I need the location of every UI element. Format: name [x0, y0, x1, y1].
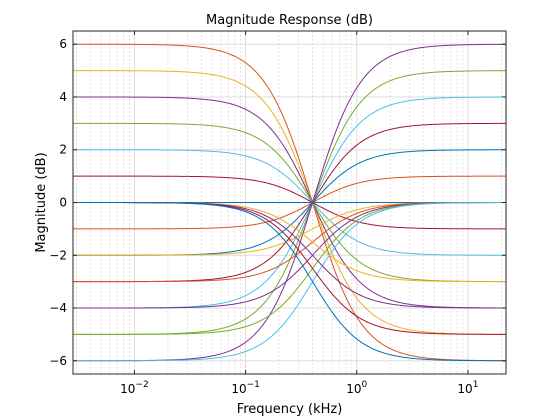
y-tick-label: 2 [59, 143, 67, 157]
response-curve [73, 175, 506, 230]
y-tick-label: 0 [59, 196, 67, 210]
response-curve [73, 43, 506, 362]
y-tick-label: −4 [49, 301, 67, 315]
y-tick-label: 6 [59, 37, 67, 51]
y-tick-label: −6 [49, 354, 67, 368]
y-tick-label: −2 [49, 248, 67, 262]
response-curve [73, 149, 506, 256]
x-axis-label: Frequency (kHz) [237, 402, 343, 417]
response-curve [73, 96, 507, 309]
x-tick-label: 10−2 [120, 380, 149, 396]
y-axis-label: Magnitude (dB) [34, 152, 49, 252]
y-tick-label: 4 [59, 90, 67, 104]
response-curve [73, 70, 507, 335]
x-tick-label: 10−1 [231, 380, 260, 396]
response-curve [73, 202, 507, 362]
response-curve [73, 122, 506, 283]
x-tick-label: 100 [346, 380, 367, 396]
response-curve [73, 175, 506, 230]
response-curve [73, 202, 507, 362]
series-layer [73, 43, 507, 362]
tick-layer: −6 −4 −2 0 2 4 6 10−2 10−1 100 101 [49, 31, 506, 396]
chart-title: Magnitude Response (dB) [206, 13, 373, 28]
x-tick-label: 101 [457, 380, 478, 396]
